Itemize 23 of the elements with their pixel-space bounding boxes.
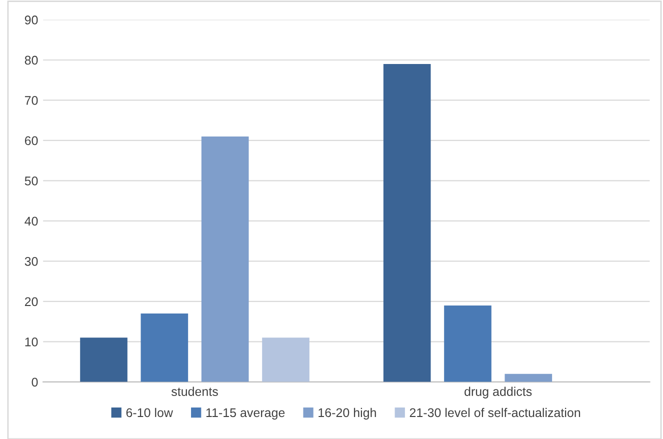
y-tick-label: 0	[32, 378, 38, 387]
legend-label: 6-10 low	[126, 408, 174, 418]
y-tick-label: 20	[24, 297, 38, 306]
y-tick-label: 40	[24, 216, 38, 226]
bar	[444, 305, 492, 382]
bar	[262, 338, 310, 382]
y-tick-label: 80	[24, 56, 38, 65]
bar	[140, 314, 188, 382]
y-tick-label: 10	[25, 337, 38, 346]
bar	[504, 374, 552, 382]
y-tick-label: 60	[24, 136, 38, 146]
legend-label: 11-15 average	[206, 408, 285, 420]
x-tick-label: students	[171, 386, 218, 396]
bar	[80, 338, 128, 382]
y-tick-label: 50	[24, 176, 38, 186]
x-tick-label: drug addicts	[464, 386, 532, 398]
y-tick-label: 70	[24, 96, 38, 105]
y-tick-label: 30	[24, 257, 38, 266]
bar	[201, 136, 249, 382]
bar	[383, 64, 431, 382]
legend-label: 21-30 level of self-actualization	[410, 408, 580, 418]
legend-label: 16-20 high	[318, 408, 376, 420]
y-tick-label: 90	[24, 16, 38, 24]
